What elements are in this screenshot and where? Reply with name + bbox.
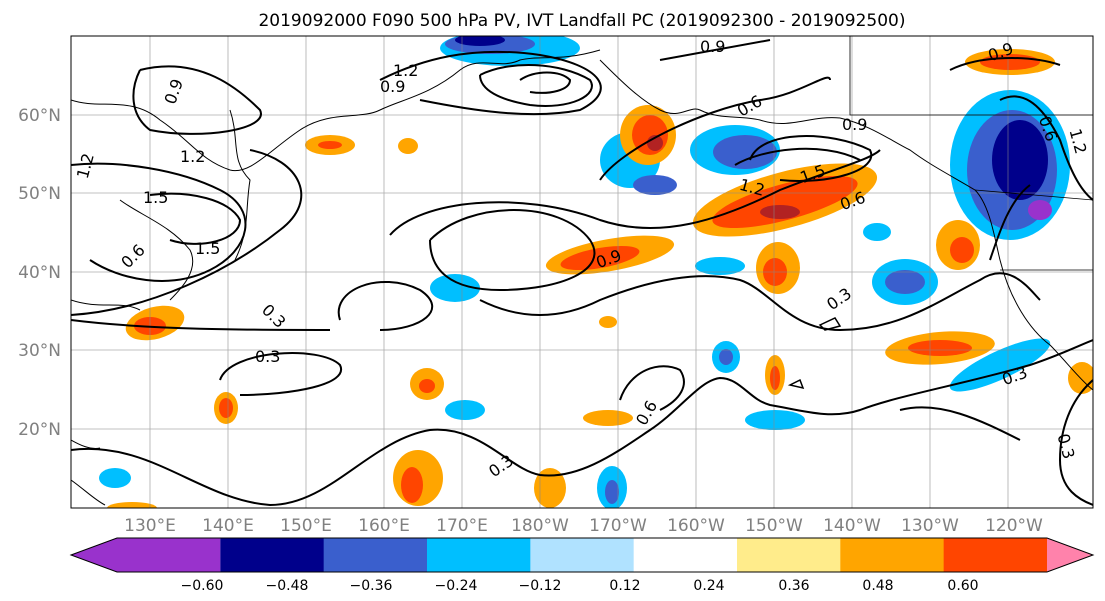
neg-patch xyxy=(430,274,480,302)
colorbar-swatch xyxy=(737,538,841,572)
lat-label: 30°N xyxy=(18,341,61,361)
neg-patch xyxy=(695,257,745,275)
pos-patch xyxy=(401,467,423,503)
shading-positive xyxy=(107,49,1093,508)
lat-label: 50°N xyxy=(18,184,61,204)
pos-patch xyxy=(583,410,633,426)
contour-label: 1.5 xyxy=(143,188,168,207)
neg-patch xyxy=(445,400,485,420)
pos-patch xyxy=(599,316,617,328)
pos-patch xyxy=(908,340,972,356)
neg-patch xyxy=(719,349,733,365)
colorbar-swatch xyxy=(943,538,1048,572)
colorbar-swatch xyxy=(323,538,428,572)
colorbar-swatch xyxy=(633,538,738,572)
contour-label: 0.9 xyxy=(700,37,725,56)
coastlines xyxy=(71,36,1093,506)
neg-patch xyxy=(99,468,131,488)
colorbar-tick-label: 0.60 xyxy=(947,578,978,594)
pos-patch xyxy=(770,366,780,390)
neg-patch xyxy=(863,223,891,241)
neg-patch xyxy=(605,480,619,504)
lon-label: 180°W xyxy=(511,516,569,536)
pos-patch xyxy=(107,502,157,508)
colorbar-tick-label: −0.24 xyxy=(435,578,478,594)
lon-label: 150°E xyxy=(280,516,332,536)
pos-patch xyxy=(534,468,566,508)
contour-label: 1.5 xyxy=(195,239,220,258)
shading-negative xyxy=(99,36,1070,508)
pv-contours xyxy=(71,39,1093,507)
colorbar-swatches xyxy=(71,538,1093,572)
lon-label: 140°W xyxy=(823,516,881,536)
colorbar-swatch xyxy=(220,538,325,572)
neg-patch xyxy=(745,410,805,430)
pos-patch xyxy=(950,237,974,263)
colorbar-ticks: −0.60 −0.48 −0.36 −0.24 −0.12 0.12 0.24 … xyxy=(181,578,979,594)
lon-label: 150°W xyxy=(745,516,803,536)
pos-patch xyxy=(560,245,640,271)
neg-patch xyxy=(633,175,677,195)
contour-label: 1.2 xyxy=(393,61,418,80)
neg-patch xyxy=(1028,200,1052,220)
colorbar-swatch xyxy=(71,538,221,572)
colorbar-tick-label: 0.12 xyxy=(609,578,640,594)
lat-label: 20°N xyxy=(18,420,61,440)
neg-patch xyxy=(455,36,505,46)
pos-patch xyxy=(712,175,858,229)
pos-patch xyxy=(398,138,418,154)
lon-label: 170°W xyxy=(589,516,647,536)
lon-label: 160°W xyxy=(667,516,725,536)
colorbar-tick-label: 0.24 xyxy=(693,578,724,594)
colorbar: −0.60 −0.48 −0.36 −0.24 −0.12 0.12 0.24 … xyxy=(69,537,1095,594)
colorbar-outline xyxy=(69,537,1095,573)
contour-label: 0.9 xyxy=(380,77,405,96)
figure-title: 2019092000 F090 500 hPa PV, IVT Landfall… xyxy=(258,11,905,31)
lon-label: 160°E xyxy=(358,516,410,536)
colorbar-swatch xyxy=(427,538,531,572)
pos-patch xyxy=(419,379,435,393)
lon-label: 130°E xyxy=(124,516,176,536)
lon-label: 170°E xyxy=(436,516,488,536)
lon-label: 130°W xyxy=(901,516,959,536)
neg-patch xyxy=(992,120,1048,200)
contour-label: 0.3 xyxy=(255,347,280,366)
colorbar-tick-label: −0.12 xyxy=(519,578,562,594)
pos-patch xyxy=(760,205,800,219)
colorbar-tick-label: 0.48 xyxy=(862,578,893,594)
map-frame xyxy=(70,35,1094,509)
colorbar-tick-label: 0.36 xyxy=(778,578,809,594)
lon-label: 120°W xyxy=(985,516,1043,536)
contour-label: 1.2 xyxy=(180,147,205,166)
colorbar-swatch xyxy=(840,538,945,572)
colorbar-swatch xyxy=(1047,538,1093,572)
colorbar-tick-label: −0.36 xyxy=(350,578,393,594)
lat-label: 60°N xyxy=(18,106,61,126)
colorbar-tick-label: −0.48 xyxy=(266,578,309,594)
pos-patch xyxy=(318,141,342,149)
neg-patch xyxy=(885,270,925,294)
contour-label: 0.9 xyxy=(842,115,867,134)
map-content: 0.9 1.2 0.9 0.9 1.2 1.2 1.5 0.6 1.5 0.6 … xyxy=(71,36,1093,508)
neg-patch xyxy=(713,135,777,169)
pos-patch xyxy=(219,398,233,418)
colorbar-swatch xyxy=(530,538,635,572)
lat-label: 40°N xyxy=(18,263,61,283)
neg-patch xyxy=(949,338,1051,392)
lon-label: 140°E xyxy=(202,516,254,536)
colorbar-tick-label: −0.60 xyxy=(181,578,224,594)
longitude-labels: 130°E 140°E 150°E 160°E 170°E 180°W 170°… xyxy=(124,516,1043,536)
latitude-labels: 60°N 50°N 40°N 30°N 20°N xyxy=(18,106,61,440)
